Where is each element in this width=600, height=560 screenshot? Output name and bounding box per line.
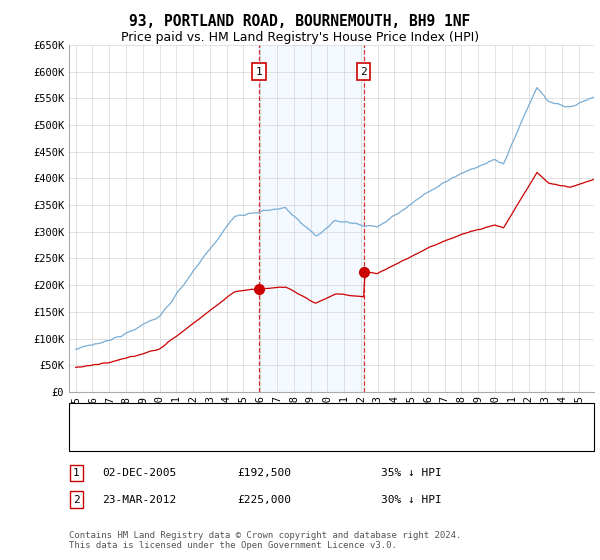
Text: 2: 2 (360, 67, 367, 77)
Text: 2: 2 (73, 494, 80, 505)
Bar (259, 45, 364, 392)
Text: 93, PORTLAND ROAD, BOURNEMOUTH, BH9 1NF: 93, PORTLAND ROAD, BOURNEMOUTH, BH9 1NF (130, 14, 470, 29)
Text: £225,000: £225,000 (237, 494, 291, 505)
Text: 23-MAR-2012: 23-MAR-2012 (102, 494, 176, 505)
Text: 30% ↓ HPI: 30% ↓ HPI (381, 494, 442, 505)
Text: HPI: Average price, detached house, Bournemouth Christchurch and Poole: HPI: Average price, detached house, Bour… (108, 432, 545, 442)
Text: £192,500: £192,500 (237, 468, 291, 478)
Text: 35% ↓ HPI: 35% ↓ HPI (381, 468, 442, 478)
Text: 02-DEC-2005: 02-DEC-2005 (102, 468, 176, 478)
Text: Contains HM Land Registry data © Crown copyright and database right 2024.
This d: Contains HM Land Registry data © Crown c… (69, 530, 461, 550)
Text: 1: 1 (256, 67, 262, 77)
Text: Price paid vs. HM Land Registry's House Price Index (HPI): Price paid vs. HM Land Registry's House … (121, 31, 479, 44)
Text: 93, PORTLAND ROAD, BOURNEMOUTH, BH9 1NF (detached house): 93, PORTLAND ROAD, BOURNEMOUTH, BH9 1NF … (108, 412, 458, 422)
Text: 1: 1 (73, 468, 80, 478)
